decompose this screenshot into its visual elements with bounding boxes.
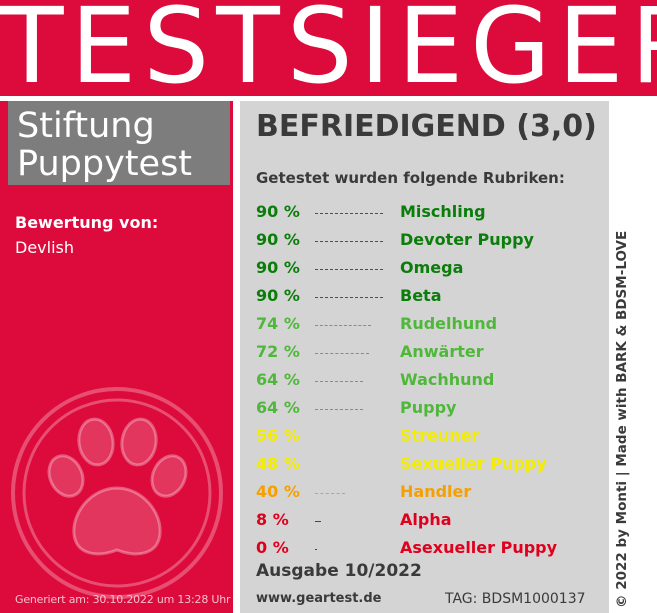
rubric-name: Streuner	[400, 426, 480, 445]
rubric-percent: 90 %	[256, 202, 300, 221]
rubric-row: 48 % Sexueller Puppy	[256, 451, 606, 479]
tag-id: TAG: BDSM1000137	[445, 591, 586, 607]
rubric-name: Anwärter	[400, 342, 484, 361]
rubric-name: Asexueller Puppy	[400, 538, 558, 557]
header-banner: TESTSIEGER	[0, 0, 657, 96]
rubric-score-line	[315, 381, 363, 382]
rubric-name: Rudelhund	[400, 314, 498, 333]
rubric-percent: 90 %	[256, 258, 300, 277]
rubric-row: 90 % Omega	[256, 255, 606, 283]
rubric-name: Puppy	[400, 398, 457, 417]
rubric-score-line	[315, 493, 345, 494]
left-panel: Stiftung Puppytest Bewertung von: Devlis…	[0, 101, 233, 613]
rubric-row: 90 % Devoter Puppy	[256, 227, 606, 255]
rubric-percent: 72 %	[256, 342, 300, 361]
rubric-percent: 90 %	[256, 286, 300, 305]
rubric-score-line	[315, 465, 351, 466]
rubric-row: 90 % Beta	[256, 283, 606, 311]
rubric-score-line	[315, 213, 383, 214]
brand-box: Stiftung Puppytest	[8, 101, 230, 185]
rubric-name: Handler	[400, 482, 472, 501]
rubric-name: Mischling	[400, 202, 486, 221]
rubric-name: Devoter Puppy	[400, 230, 534, 249]
generated-timestamp: Generiert am: 30.10.2022 um 13:28 Uhr	[15, 593, 231, 606]
rubric-intro: Getestet wurden folgende Rubriken:	[256, 169, 565, 187]
rubric-percent: 48 %	[256, 454, 300, 473]
rubric-score-line	[315, 241, 383, 242]
rubric-score-line	[315, 325, 371, 326]
issue-label: Ausgabe 10/2022	[256, 561, 422, 581]
brand-line-1: Stiftung	[17, 106, 155, 146]
rubric-percent: 56 %	[256, 426, 300, 445]
rubric-score-line	[315, 521, 321, 522]
rubric-row: 64 % Wachhund	[256, 367, 606, 395]
rubric-percent: 90 %	[256, 230, 300, 249]
rubric-row: 64 % Puppy	[256, 395, 606, 423]
brand-line-2: Puppytest	[17, 144, 193, 184]
rubric-score-line	[315, 297, 383, 298]
reviewer-name: Devlish	[15, 238, 74, 257]
rubric-percent: 40 %	[256, 482, 300, 501]
rubric-percent: 64 %	[256, 370, 300, 389]
review-label: Bewertung von:	[15, 213, 159, 232]
rubric-row: 40 % Handler	[256, 479, 606, 507]
rubric-name: Sexueller Puppy	[400, 454, 547, 473]
rubric-row: 8 % Alpha	[256, 507, 606, 535]
copyright-vertical: © 2022 by Monti | Made with BARK & BDSM-…	[614, 230, 630, 608]
results-panel: BEFRIEDIGEND (3,0) Getestet wurden folge…	[240, 101, 609, 613]
verdict-heading: BEFRIEDIGEND (3,0)	[256, 109, 597, 144]
rubric-percent: 74 %	[256, 314, 300, 333]
rubric-percent: 0 %	[256, 538, 289, 557]
rubric-percent: 8 %	[256, 510, 289, 529]
rubric-percent: 64 %	[256, 398, 300, 417]
rubric-row: 0 % Asexueller Puppy	[256, 535, 606, 563]
rubric-name: Omega	[400, 258, 464, 277]
rubric-score-line	[315, 549, 317, 550]
rubric-row: 90 % Mischling	[256, 199, 606, 227]
rubric-name: Beta	[400, 286, 442, 305]
rubric-row: 56 % Streuner	[256, 423, 606, 451]
rubric-score-line	[315, 437, 357, 438]
rubric-row: 74 % Rudelhund	[256, 311, 606, 339]
rubric-name: Alpha	[400, 510, 452, 529]
paw-icon	[11, 387, 223, 599]
rubric-score-line	[315, 409, 363, 410]
page-title: TESTSIEGER	[0, 0, 657, 96]
rubric-score-line	[315, 353, 369, 354]
rubric-row: 72 % Anwärter	[256, 339, 606, 367]
rubric-name: Wachhund	[400, 370, 495, 389]
site-url: www.geartest.de	[256, 591, 382, 606]
rubric-score-line	[315, 269, 383, 270]
